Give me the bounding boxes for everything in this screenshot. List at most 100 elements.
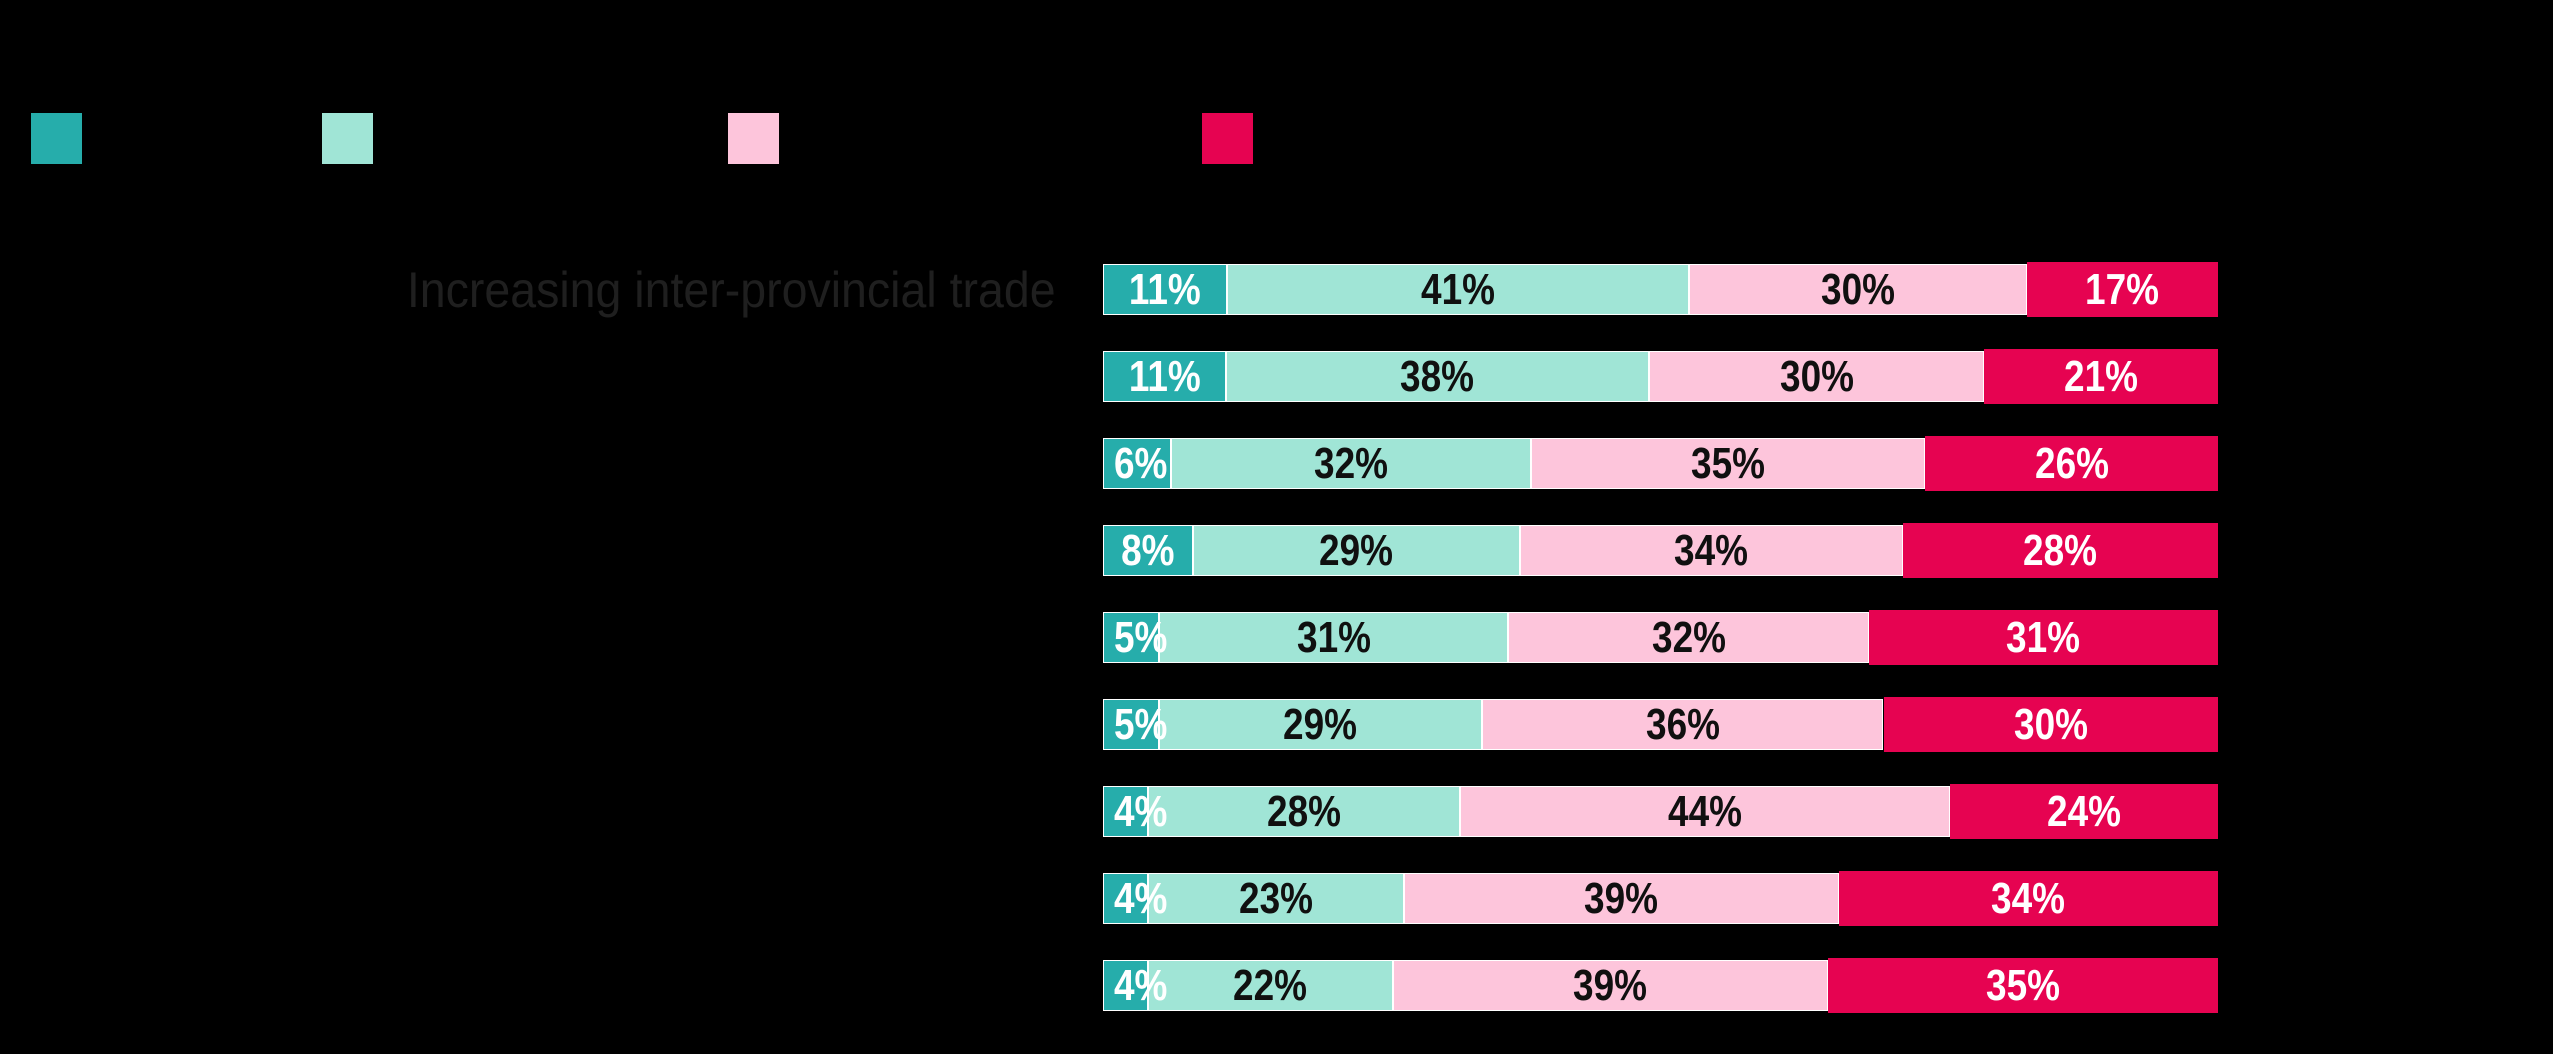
bar-value-text: 22% <box>1233 960 1308 1010</box>
bar-value-text: 11% <box>1128 264 1201 314</box>
bar-value-label: 31% <box>1869 610 2218 665</box>
bar-value-label: 35% <box>1532 439 1924 488</box>
bar-value-label: 39% <box>1405 874 1838 923</box>
bar-segment: 31% <box>1159 612 1509 663</box>
bar-value-text: 38% <box>1400 351 1475 401</box>
bar-segment: 29% <box>1193 525 1520 576</box>
bar-value-label: 21% <box>1984 349 2218 404</box>
bar-segment: 23% <box>1147 873 1405 924</box>
bar-value-text: 34% <box>1991 873 2066 923</box>
bar-value-text: 6% <box>1114 438 1168 488</box>
bar-segment: 28% <box>1147 786 1460 837</box>
bar-value-text: 21% <box>2063 351 2138 401</box>
bar-segment: 22% <box>1147 960 1393 1011</box>
bar-value-text: 29% <box>1283 699 1358 749</box>
bar-value-text: 35% <box>1985 960 2060 1010</box>
bar-segment: 5% <box>1103 699 1167 750</box>
bar-value-label: 30% <box>1650 352 1983 401</box>
bar-value-label: 39% <box>1394 961 1827 1010</box>
bar-value-text: 30% <box>1820 264 1895 314</box>
bar-value-text: 5% <box>1114 612 1168 662</box>
bar-value-text: 4% <box>1114 873 1168 923</box>
bar-value-label: 24% <box>1950 784 2218 839</box>
bar-value-label: 6% <box>1114 439 1178 488</box>
bar-value-label: 44% <box>1461 787 1950 836</box>
bar-segment: 26% <box>1925 436 2218 491</box>
legend-swatch-3 <box>728 113 779 164</box>
bar-segment: 24% <box>1950 784 2218 839</box>
bar-value-text: 31% <box>2006 612 2081 662</box>
legend-swatch-1 <box>31 113 82 164</box>
bar-segment: 34% <box>1519 525 1903 576</box>
bar-value-text: 32% <box>1651 612 1726 662</box>
legend <box>0 0 2553 200</box>
bar-segment: 35% <box>1827 958 2218 1013</box>
bar-segment: 34% <box>1838 871 2218 926</box>
bar-row-3: 6% 32% 35% 26% <box>1103 436 2218 491</box>
bar-value-text: 17% <box>2085 264 2160 314</box>
bar-row-8: 4% 23% 39% 34% <box>1103 871 2218 926</box>
bar-value-label: 26% <box>1925 436 2218 491</box>
bar-value-text: 4% <box>1114 786 1168 836</box>
bar-value-text: 44% <box>1668 786 1743 836</box>
bar-segment: 41% <box>1226 264 1689 315</box>
bar-segment: 30% <box>1688 264 2027 315</box>
bar-value-text: 35% <box>1691 438 1766 488</box>
bar-segment: 28% <box>1902 523 2218 578</box>
bar-value-label: 34% <box>1839 871 2218 926</box>
bar-value-text: 29% <box>1319 525 1394 575</box>
bar-row-6: 5% 29% 36% 30% <box>1103 697 2218 752</box>
bar-value-label: 34% <box>1521 526 1902 575</box>
bar-segment: 29% <box>1158 699 1483 750</box>
bar-value-text: 39% <box>1584 873 1659 923</box>
bar-segment: 21% <box>1983 349 2218 404</box>
bar-value-text: 23% <box>1238 873 1313 923</box>
bar-segment: 11% <box>1103 264 1227 315</box>
bar-segment: 4% <box>1103 786 1167 837</box>
bar-value-label: 38% <box>1227 352 1649 401</box>
bar-value-label: 4% <box>1114 787 1178 836</box>
bar-value-label: 23% <box>1149 874 1403 923</box>
bar-value-text: 28% <box>2023 525 2098 575</box>
bar-value-label: 30% <box>1690 265 2026 314</box>
bar-segment: 11% <box>1103 351 1226 402</box>
bar-value-label: 32% <box>1172 439 1530 488</box>
bar-segment: 39% <box>1392 960 1828 1011</box>
bar-row-9: 4% 22% 39% 35% <box>1103 958 2218 1013</box>
bar-value-label: 29% <box>1160 700 1481 749</box>
bar-value-text: 32% <box>1313 438 1388 488</box>
bar-row-2: 11% 38% 30% 21% <box>1103 349 2218 404</box>
bar-value-text: 34% <box>1674 525 1749 575</box>
bar-value-label: 41% <box>1228 265 1688 314</box>
bar-segment: 30% <box>1649 351 1984 402</box>
bar-value-label: 5% <box>1114 613 1178 662</box>
legend-swatch-4 <box>1202 113 1253 164</box>
bar-segment: 32% <box>1170 438 1531 489</box>
bar-value-label: 36% <box>1483 700 1882 749</box>
bar-value-label: 4% <box>1114 874 1178 923</box>
bar-segment: 44% <box>1459 786 1951 837</box>
bar-segment: 36% <box>1482 699 1884 750</box>
bar-segment: 8% <box>1103 525 1194 576</box>
bar-value-label: 31% <box>1160 613 1507 662</box>
bar-value-label: 4% <box>1114 961 1178 1010</box>
bar-value-text: 41% <box>1420 264 1495 314</box>
bar-value-text: 39% <box>1573 960 1648 1010</box>
bar-value-text: 36% <box>1645 699 1720 749</box>
category-label-text: Increasing inter-provincial trade <box>407 261 1056 318</box>
bar-row-4: 8% 29% 34% 28% <box>1103 523 2218 578</box>
bar-value-text: 24% <box>2047 786 2122 836</box>
bar-row-5: 5% 31% 32% 31% <box>1103 610 2218 665</box>
bar-segment: 17% <box>2026 262 2218 317</box>
bar-segment: 4% <box>1103 960 1167 1011</box>
bar-value-text: 31% <box>1296 612 1371 662</box>
bar-segment: 32% <box>1508 612 1869 663</box>
bar-value-text: 30% <box>2013 699 2088 749</box>
bar-value-label: 11% <box>1104 352 1225 401</box>
bar-value-label: 32% <box>1509 613 1867 662</box>
category-label-row-1: Increasing inter-provincial trade <box>0 262 1056 318</box>
bar-value-label: 29% <box>1194 526 1519 575</box>
bar-value-label: 5% <box>1114 700 1178 749</box>
bar-value-text: 5% <box>1114 699 1168 749</box>
